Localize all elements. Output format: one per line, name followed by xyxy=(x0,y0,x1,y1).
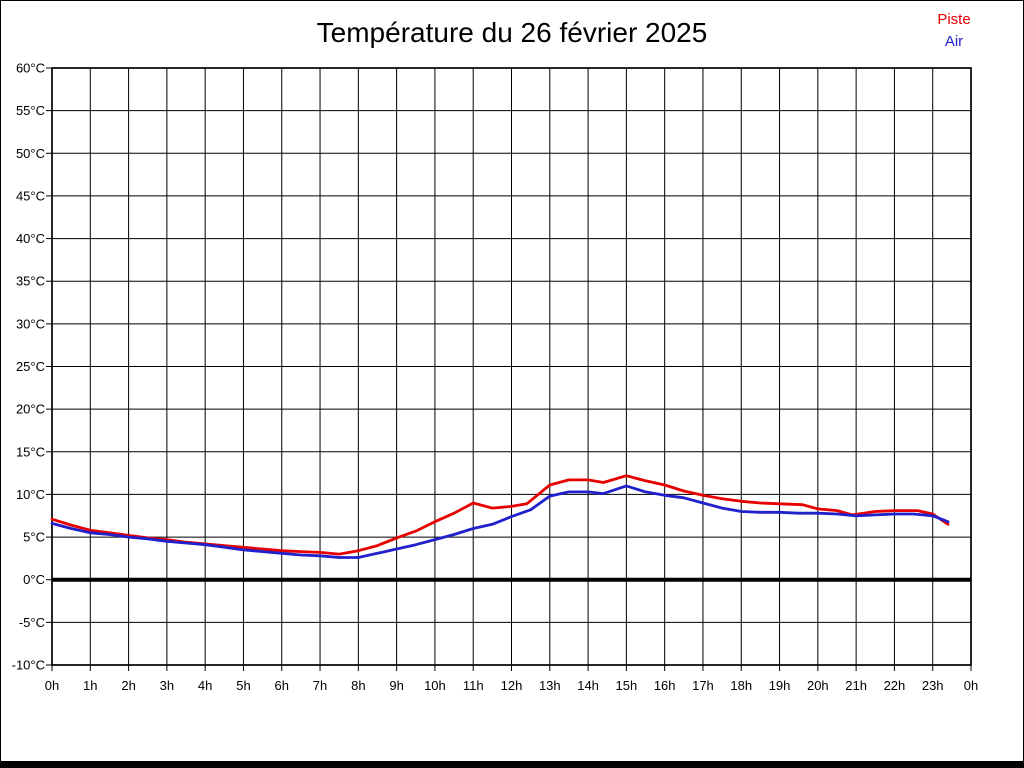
y-tick-label: 10°C xyxy=(16,487,45,502)
plot-border xyxy=(51,67,972,666)
y-tick-label: 55°C xyxy=(16,103,45,118)
x-tick-label: 9h xyxy=(389,678,403,693)
y-tick-label: -5°C xyxy=(19,615,45,630)
y-tick-label: -10°C xyxy=(12,658,45,673)
x-tick-label: 13h xyxy=(539,678,561,693)
y-tick-label: 15°C xyxy=(16,444,45,459)
x-tick-label: 11h xyxy=(463,678,484,693)
x-tick-label: 17h xyxy=(692,678,714,693)
y-tick-label: 60°C xyxy=(16,61,45,76)
legend-item-piste: Piste xyxy=(937,11,971,28)
x-tick-label: 22h xyxy=(884,678,906,693)
x-tick-label: 5h xyxy=(236,678,250,693)
x-tick-label: 23h xyxy=(922,678,944,693)
y-tick-label: 5°C xyxy=(23,530,45,545)
y-tick-label: 40°C xyxy=(16,231,45,246)
x-tick-label: 6h xyxy=(275,678,289,693)
x-tick-label: 3h xyxy=(160,678,174,693)
x-tick-label: 7h xyxy=(313,678,327,693)
y-tick-label: 0°C xyxy=(23,572,45,587)
x-tick-label: 1h xyxy=(83,678,97,693)
legend-item-air: Air xyxy=(944,33,964,50)
y-tick-label: 45°C xyxy=(16,188,45,203)
x-tick-label: 0h xyxy=(964,678,978,693)
x-tick-label: 8h xyxy=(351,678,365,693)
x-tick-label: 4h xyxy=(198,678,212,693)
x-tick-label: 21h xyxy=(845,678,867,693)
x-tick-label: 10h xyxy=(424,678,446,693)
x-tick-label: 19h xyxy=(769,678,791,693)
x-tick-label: 16h xyxy=(654,678,676,693)
y-tick-label: 35°C xyxy=(16,274,45,289)
x-tick-label: 14h xyxy=(577,678,599,693)
y-tick-label: 25°C xyxy=(16,359,45,374)
y-tick-label: 20°C xyxy=(16,402,45,417)
bottom-border-bar xyxy=(1,761,1023,767)
chart-legend: Piste Air xyxy=(919,11,989,50)
x-tick-label: 2h xyxy=(121,678,135,693)
chart-title: Température du 26 février 2025 xyxy=(316,17,708,48)
x-tick-label: 18h xyxy=(730,678,752,693)
y-tick-label: 50°C xyxy=(16,146,45,161)
x-tick-label: 0h xyxy=(45,678,59,693)
y-tick-label: 30°C xyxy=(16,316,45,331)
x-tick-label: 20h xyxy=(807,678,829,693)
x-tick-label: 15h xyxy=(616,678,638,693)
air-series-line xyxy=(50,484,950,559)
x-tick-label: 12h xyxy=(501,678,523,693)
